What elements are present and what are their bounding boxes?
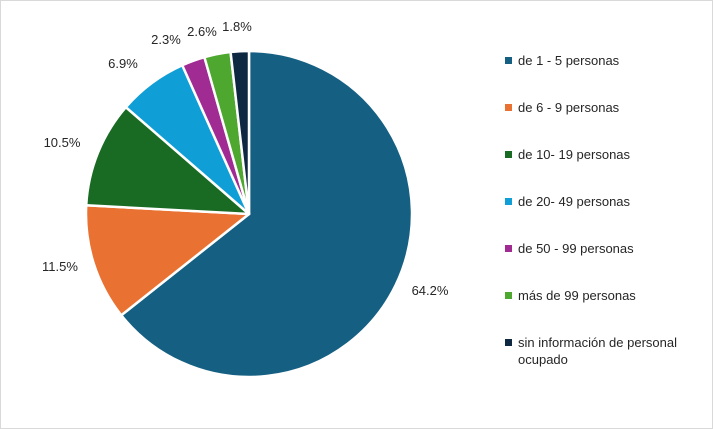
data-label: 10.5% <box>44 135 81 150</box>
pie-slices <box>84 49 414 379</box>
legend-item: de 10- 19 personas <box>505 146 705 163</box>
data-label: 64.2% <box>412 283 449 298</box>
legend-label: de 20- 49 personas <box>518 194 631 209</box>
legend-label: de 6 - 9 personas <box>518 100 620 115</box>
pie-slice <box>120 49 414 379</box>
legend-item: de 1 - 5 personas <box>505 52 705 69</box>
pie-slice <box>229 49 251 216</box>
legend-item: sin información de personal ocupado <box>505 334 705 368</box>
legend-swatch <box>505 292 512 299</box>
data-labels: 64.2% 11.5% 10.5% 6.9% 2.3% 2.6% 1.8% <box>42 19 449 298</box>
data-label: 2.3% <box>151 32 181 47</box>
legend-item: más de 99 personas <box>505 287 705 304</box>
pie-slice <box>84 105 251 216</box>
legend-swatch <box>505 57 512 64</box>
legend-swatch <box>505 104 512 111</box>
legend-swatch <box>505 245 512 252</box>
legend-item: de 20- 49 personas <box>505 193 705 210</box>
legend-swatch <box>505 339 512 346</box>
data-label: 2.6% <box>187 24 217 39</box>
legend-label: de 1 - 5 personas <box>518 53 620 68</box>
legend-item: de 6 - 9 personas <box>505 99 705 116</box>
legend-label: de 50 - 99 personas <box>518 241 634 256</box>
legend: de 1 - 5 personas de 6 - 9 personas de 10-… <box>505 52 705 368</box>
legend-label: de 10- 19 personas <box>518 147 631 162</box>
data-label: 1.8% <box>222 19 252 34</box>
data-label: 11.5% <box>42 259 78 274</box>
legend-swatch <box>505 198 512 205</box>
data-label: 6.9% <box>108 56 138 71</box>
legend-label: sin información de personal ocupado <box>518 335 677 367</box>
legend-swatch <box>505 151 512 158</box>
pie-slice <box>84 204 251 317</box>
legend-item: de 50 - 99 personas <box>505 240 705 257</box>
legend-label: más de 99 personas <box>518 288 636 303</box>
